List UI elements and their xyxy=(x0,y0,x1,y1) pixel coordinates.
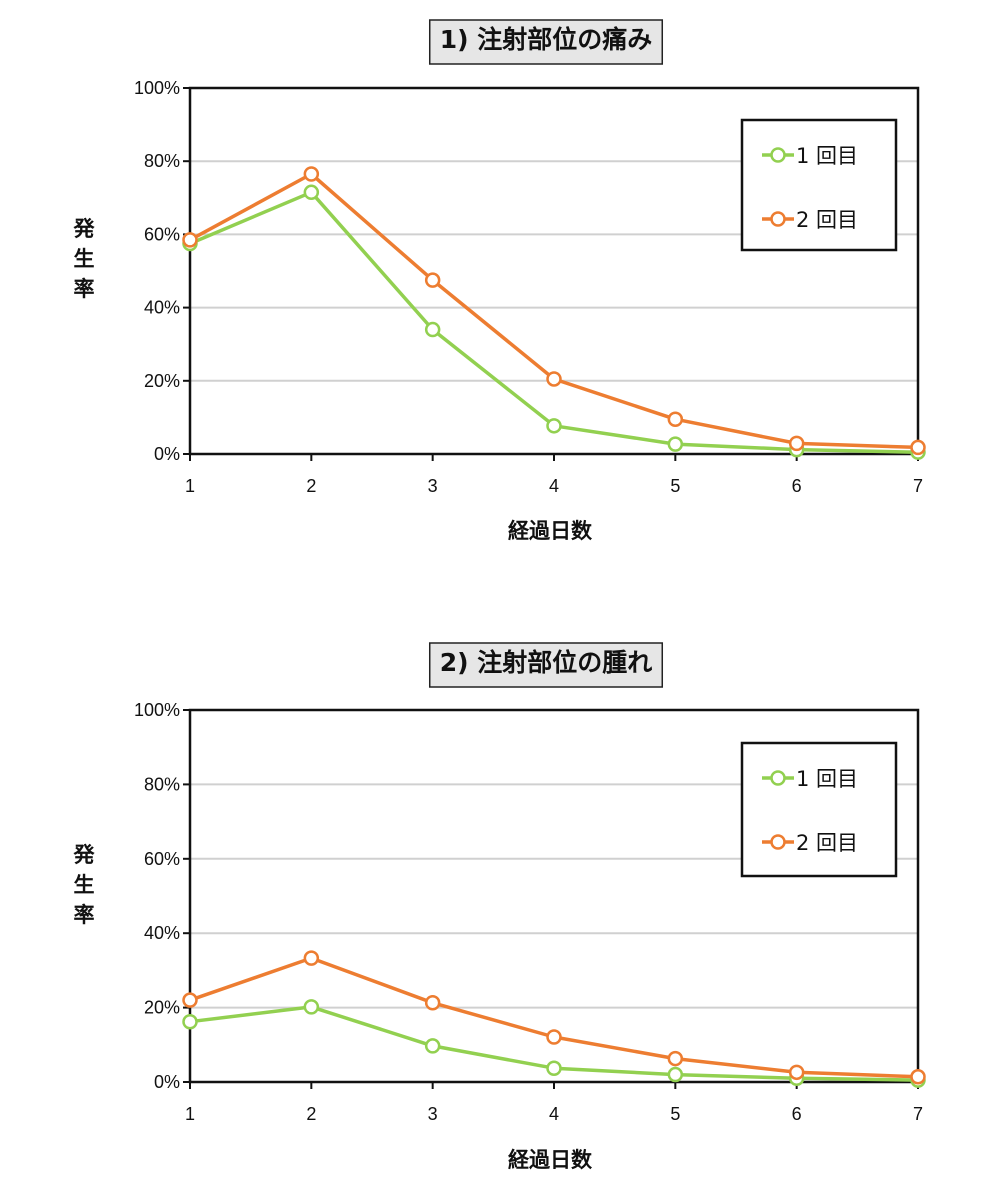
y-tick-label: 40% xyxy=(144,923,180,943)
x-tick-label: 1 xyxy=(185,1104,195,1124)
legend-label: 1 回目 xyxy=(796,144,858,168)
y-tick-label: 20% xyxy=(144,998,180,1018)
chart-title-box xyxy=(428,19,664,65)
data-point xyxy=(424,1038,441,1054)
legend-box xyxy=(740,118,898,252)
series-line xyxy=(189,956,919,1079)
data-point xyxy=(182,1013,198,1030)
chart-title: 1) 注射部位の痛み xyxy=(440,25,653,54)
data-point xyxy=(667,411,684,427)
data-point xyxy=(546,418,562,434)
legend-label: 2 回目 xyxy=(796,831,858,855)
x-tick-label: 6 xyxy=(792,1104,802,1124)
chart-1: 1) 注射部位の痛み 0% 20% 40% 60% 80% 100% 1 2 3 4 5 6 7 経過日数 発… xyxy=(73,19,926,543)
data-point xyxy=(303,184,320,201)
series-2 xyxy=(182,950,926,1085)
x-tick-label: 7 xyxy=(913,476,923,496)
y-tick-label: 80% xyxy=(144,151,180,171)
legend-swatch-marker xyxy=(770,770,786,786)
legend-label: 2 回目 xyxy=(796,208,858,232)
x-tick-label: 3 xyxy=(428,476,438,496)
y-tick-label: 100% xyxy=(134,700,180,720)
x-tick-label: 7 xyxy=(913,1104,923,1124)
data-point xyxy=(546,1060,562,1076)
x-tick-label: 5 xyxy=(670,476,680,496)
data-point xyxy=(303,950,320,966)
legend-swatch-marker xyxy=(770,211,786,227)
x-tick-label: 5 xyxy=(670,1104,680,1124)
data-point xyxy=(667,436,684,452)
x-tick-label: 3 xyxy=(428,1104,438,1124)
legend-label: 1 回目 xyxy=(796,767,858,791)
data-point xyxy=(182,992,198,1008)
data-point xyxy=(788,435,805,452)
x-axis-label: 経過日数 xyxy=(508,1148,593,1172)
data-point xyxy=(910,1069,926,1085)
data-point xyxy=(182,232,198,248)
data-point xyxy=(546,1029,562,1045)
chart-title-box xyxy=(428,642,664,688)
legend: 1 回目 2 回目 xyxy=(740,741,898,878)
x-tick-label: 6 xyxy=(792,476,802,496)
data-point xyxy=(424,272,441,288)
x-tick-label: 4 xyxy=(549,1104,559,1124)
x-tick-label: 2 xyxy=(306,476,316,496)
data-point xyxy=(424,995,441,1011)
legend-swatch-marker xyxy=(770,147,786,163)
legend-box xyxy=(740,741,898,878)
y-tick-label: 20% xyxy=(144,371,180,391)
data-point xyxy=(667,1050,684,1067)
y-tick-label: 0% xyxy=(154,444,180,464)
y-tick-label: 100% xyxy=(134,78,180,98)
series-2 xyxy=(182,166,926,456)
y-tick-label: 0% xyxy=(154,1072,180,1092)
data-point xyxy=(788,1064,805,1081)
data-point xyxy=(303,166,320,182)
x-tick-label: 4 xyxy=(549,476,559,496)
chart-2: 2) 注射部位の腫れ 0% 20% 40% 60% 80% 100% 1 2 3 4 5 6 7 経過日数 発… xyxy=(73,642,926,1172)
y-tick-label: 60% xyxy=(144,224,180,244)
y-axis-label: 発生率 xyxy=(73,217,96,301)
legend: 1 回目 2 回目 xyxy=(740,118,898,252)
y-axis-label: 発生率 xyxy=(73,843,96,927)
data-point xyxy=(910,439,926,456)
y-tick-label: 80% xyxy=(144,774,180,794)
data-point xyxy=(424,321,441,338)
y-tick-label: 40% xyxy=(144,298,180,318)
x-axis-label: 経過日数 xyxy=(508,519,593,543)
y-tick-label: 60% xyxy=(144,849,180,869)
x-tick-label: 1 xyxy=(185,476,195,496)
legend-swatch-marker xyxy=(770,834,786,850)
x-tick-label: 2 xyxy=(306,1104,316,1124)
data-point xyxy=(303,999,320,1015)
data-point xyxy=(667,1066,684,1083)
data-point xyxy=(546,371,562,387)
chart-title: 2) 注射部位の腫れ xyxy=(440,648,653,677)
